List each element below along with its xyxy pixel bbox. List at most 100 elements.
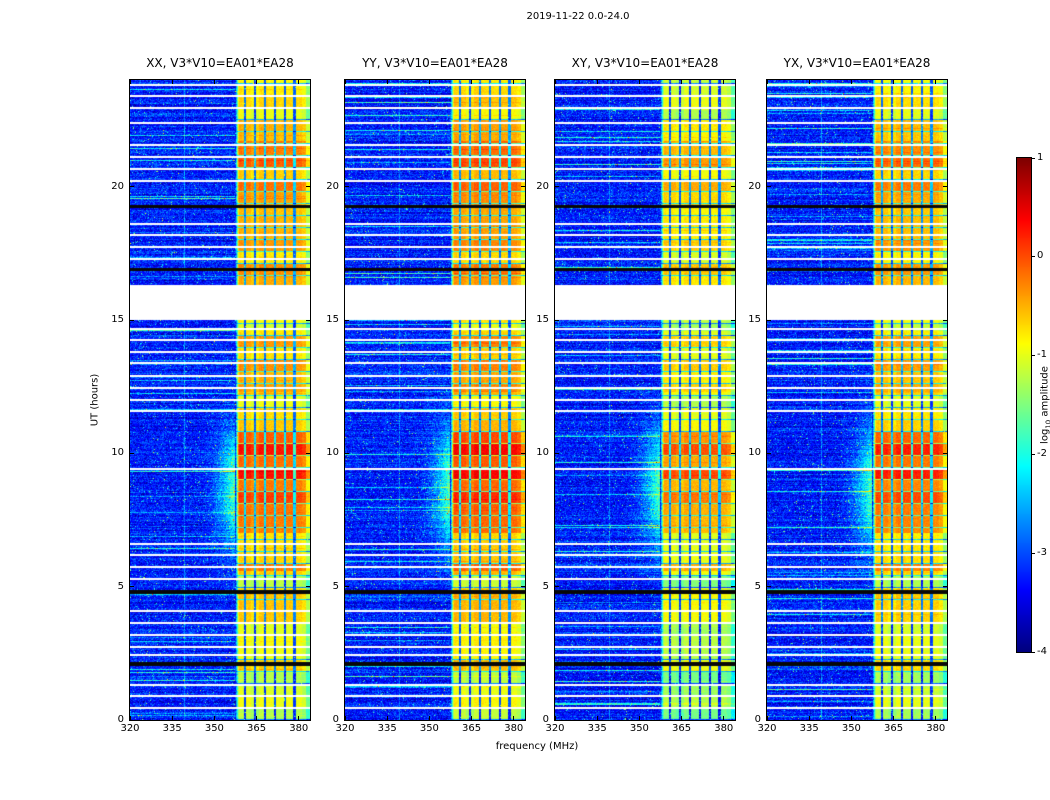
- y-tick-mark: [731, 720, 735, 721]
- x-tick-mark: [681, 80, 682, 84]
- colorbar-tick-label: -1: [1037, 349, 1047, 360]
- x-tick-label: 365: [462, 723, 482, 734]
- y-tick-mark: [306, 320, 310, 321]
- x-tick-label: 335: [162, 723, 182, 734]
- x-tick-label: 320: [335, 723, 355, 734]
- x-tick-mark: [723, 716, 724, 720]
- x-tick-mark: [935, 80, 936, 84]
- y-tick-mark: [943, 453, 947, 454]
- colorbar-tick-mark: [1031, 158, 1035, 159]
- y-tick-mark: [943, 320, 947, 321]
- y-tick-label: 20: [326, 180, 339, 192]
- y-tick-label: 15: [748, 314, 761, 325]
- spectrogram-canvas: [766, 79, 948, 721]
- colorbar-gradient: [1016, 157, 1032, 653]
- colorbar-tick-mark: [1031, 553, 1035, 554]
- y-tick-mark: [306, 453, 310, 454]
- y-tick-mark: [345, 320, 349, 321]
- y-tick-label: 10: [111, 447, 124, 459]
- colorbar-tick-mark: [1031, 652, 1035, 653]
- colorbar-tick-label: -3: [1037, 547, 1047, 558]
- y-tick-mark: [731, 586, 735, 587]
- y-tick-mark: [345, 453, 349, 454]
- colorbar-tick-mark: [1031, 256, 1035, 257]
- x-tick-label: 380: [714, 723, 734, 734]
- y-tick-mark: [731, 453, 735, 454]
- x-tick-mark: [130, 716, 131, 720]
- x-tick-label: 380: [504, 723, 524, 734]
- x-tick-label: 365: [884, 723, 904, 734]
- x-tick-label: 365: [672, 723, 692, 734]
- colorbar-label: log10 amplitude: [1040, 366, 1050, 444]
- y-tick-mark: [130, 186, 134, 187]
- x-tick-mark: [130, 80, 131, 84]
- y-tick-label: 0: [754, 714, 761, 725]
- x-tick-mark: [893, 716, 894, 720]
- x-tick-label: 350: [419, 723, 439, 734]
- y-tick-mark: [306, 586, 310, 587]
- colorbar-tick-label: 0: [1037, 250, 1044, 261]
- y-tick-mark: [555, 453, 559, 454]
- x-tick-label: 380: [926, 723, 946, 734]
- x-tick-label: 335: [587, 723, 607, 734]
- y-tick-label: 5: [332, 580, 339, 592]
- x-tick-mark: [345, 80, 346, 84]
- y-tick-mark: [521, 186, 525, 187]
- y-tick-mark: [555, 720, 559, 721]
- x-tick-label: 335: [377, 723, 397, 734]
- colorbar-tick-label: -2: [1037, 448, 1047, 459]
- x-tick-mark: [639, 716, 640, 720]
- x-tick-mark: [172, 716, 173, 720]
- x-tick-mark: [387, 716, 388, 720]
- y-tick-mark: [731, 320, 735, 321]
- spectrogram-panel-yx: [766, 79, 948, 721]
- x-tick-mark: [256, 80, 257, 84]
- colorbar-tick-mark: [1031, 454, 1035, 455]
- x-tick-mark: [345, 716, 346, 720]
- x-tick-mark: [597, 80, 598, 84]
- y-tick-mark: [130, 453, 134, 454]
- x-tick-mark: [387, 80, 388, 84]
- y-tick-mark: [521, 320, 525, 321]
- y-tick-label: 15: [111, 314, 124, 325]
- x-tick-mark: [471, 716, 472, 720]
- x-tick-mark: [809, 80, 810, 84]
- spectrogram-canvas: [344, 79, 526, 721]
- y-tick-mark: [943, 720, 947, 721]
- x-tick-label: 350: [629, 723, 649, 734]
- y-tick-mark: [521, 453, 525, 454]
- y-tick-label: 5: [542, 580, 549, 592]
- y-tick-mark: [555, 186, 559, 187]
- y-tick-mark: [306, 186, 310, 187]
- x-tick-mark: [513, 80, 514, 84]
- y-tick-mark: [521, 720, 525, 721]
- y-tick-label: 10: [536, 447, 549, 459]
- y-tick-label: 20: [536, 180, 549, 192]
- x-tick-mark: [513, 716, 514, 720]
- x-tick-mark: [214, 716, 215, 720]
- x-tick-mark: [809, 716, 810, 720]
- y-tick-mark: [731, 186, 735, 187]
- panel-title-yy: YY, V3*V10=EA01*EA28: [362, 56, 508, 70]
- y-tick-label: 20: [111, 180, 124, 192]
- colorbar-label-sub: 10: [1044, 419, 1050, 429]
- x-tick-mark: [639, 80, 640, 84]
- y-axis-label: UT (hours): [89, 373, 101, 427]
- colorbar-tick-mark: [1031, 355, 1035, 356]
- x-tick-mark: [172, 80, 173, 84]
- x-tick-mark: [597, 716, 598, 720]
- spectrogram-panel-xy: [554, 79, 736, 721]
- x-tick-mark: [429, 80, 430, 84]
- y-tick-label: 10: [326, 447, 339, 459]
- x-tick-label: 350: [204, 723, 224, 734]
- x-tick-mark: [681, 716, 682, 720]
- x-tick-mark: [298, 716, 299, 720]
- y-tick-mark: [345, 186, 349, 187]
- x-tick-mark: [767, 716, 768, 720]
- x-axis-label: frequency (MHz): [495, 741, 579, 752]
- y-tick-mark: [345, 586, 349, 587]
- x-tick-mark: [555, 716, 556, 720]
- y-tick-label: 15: [326, 314, 339, 325]
- y-tick-mark: [130, 720, 134, 721]
